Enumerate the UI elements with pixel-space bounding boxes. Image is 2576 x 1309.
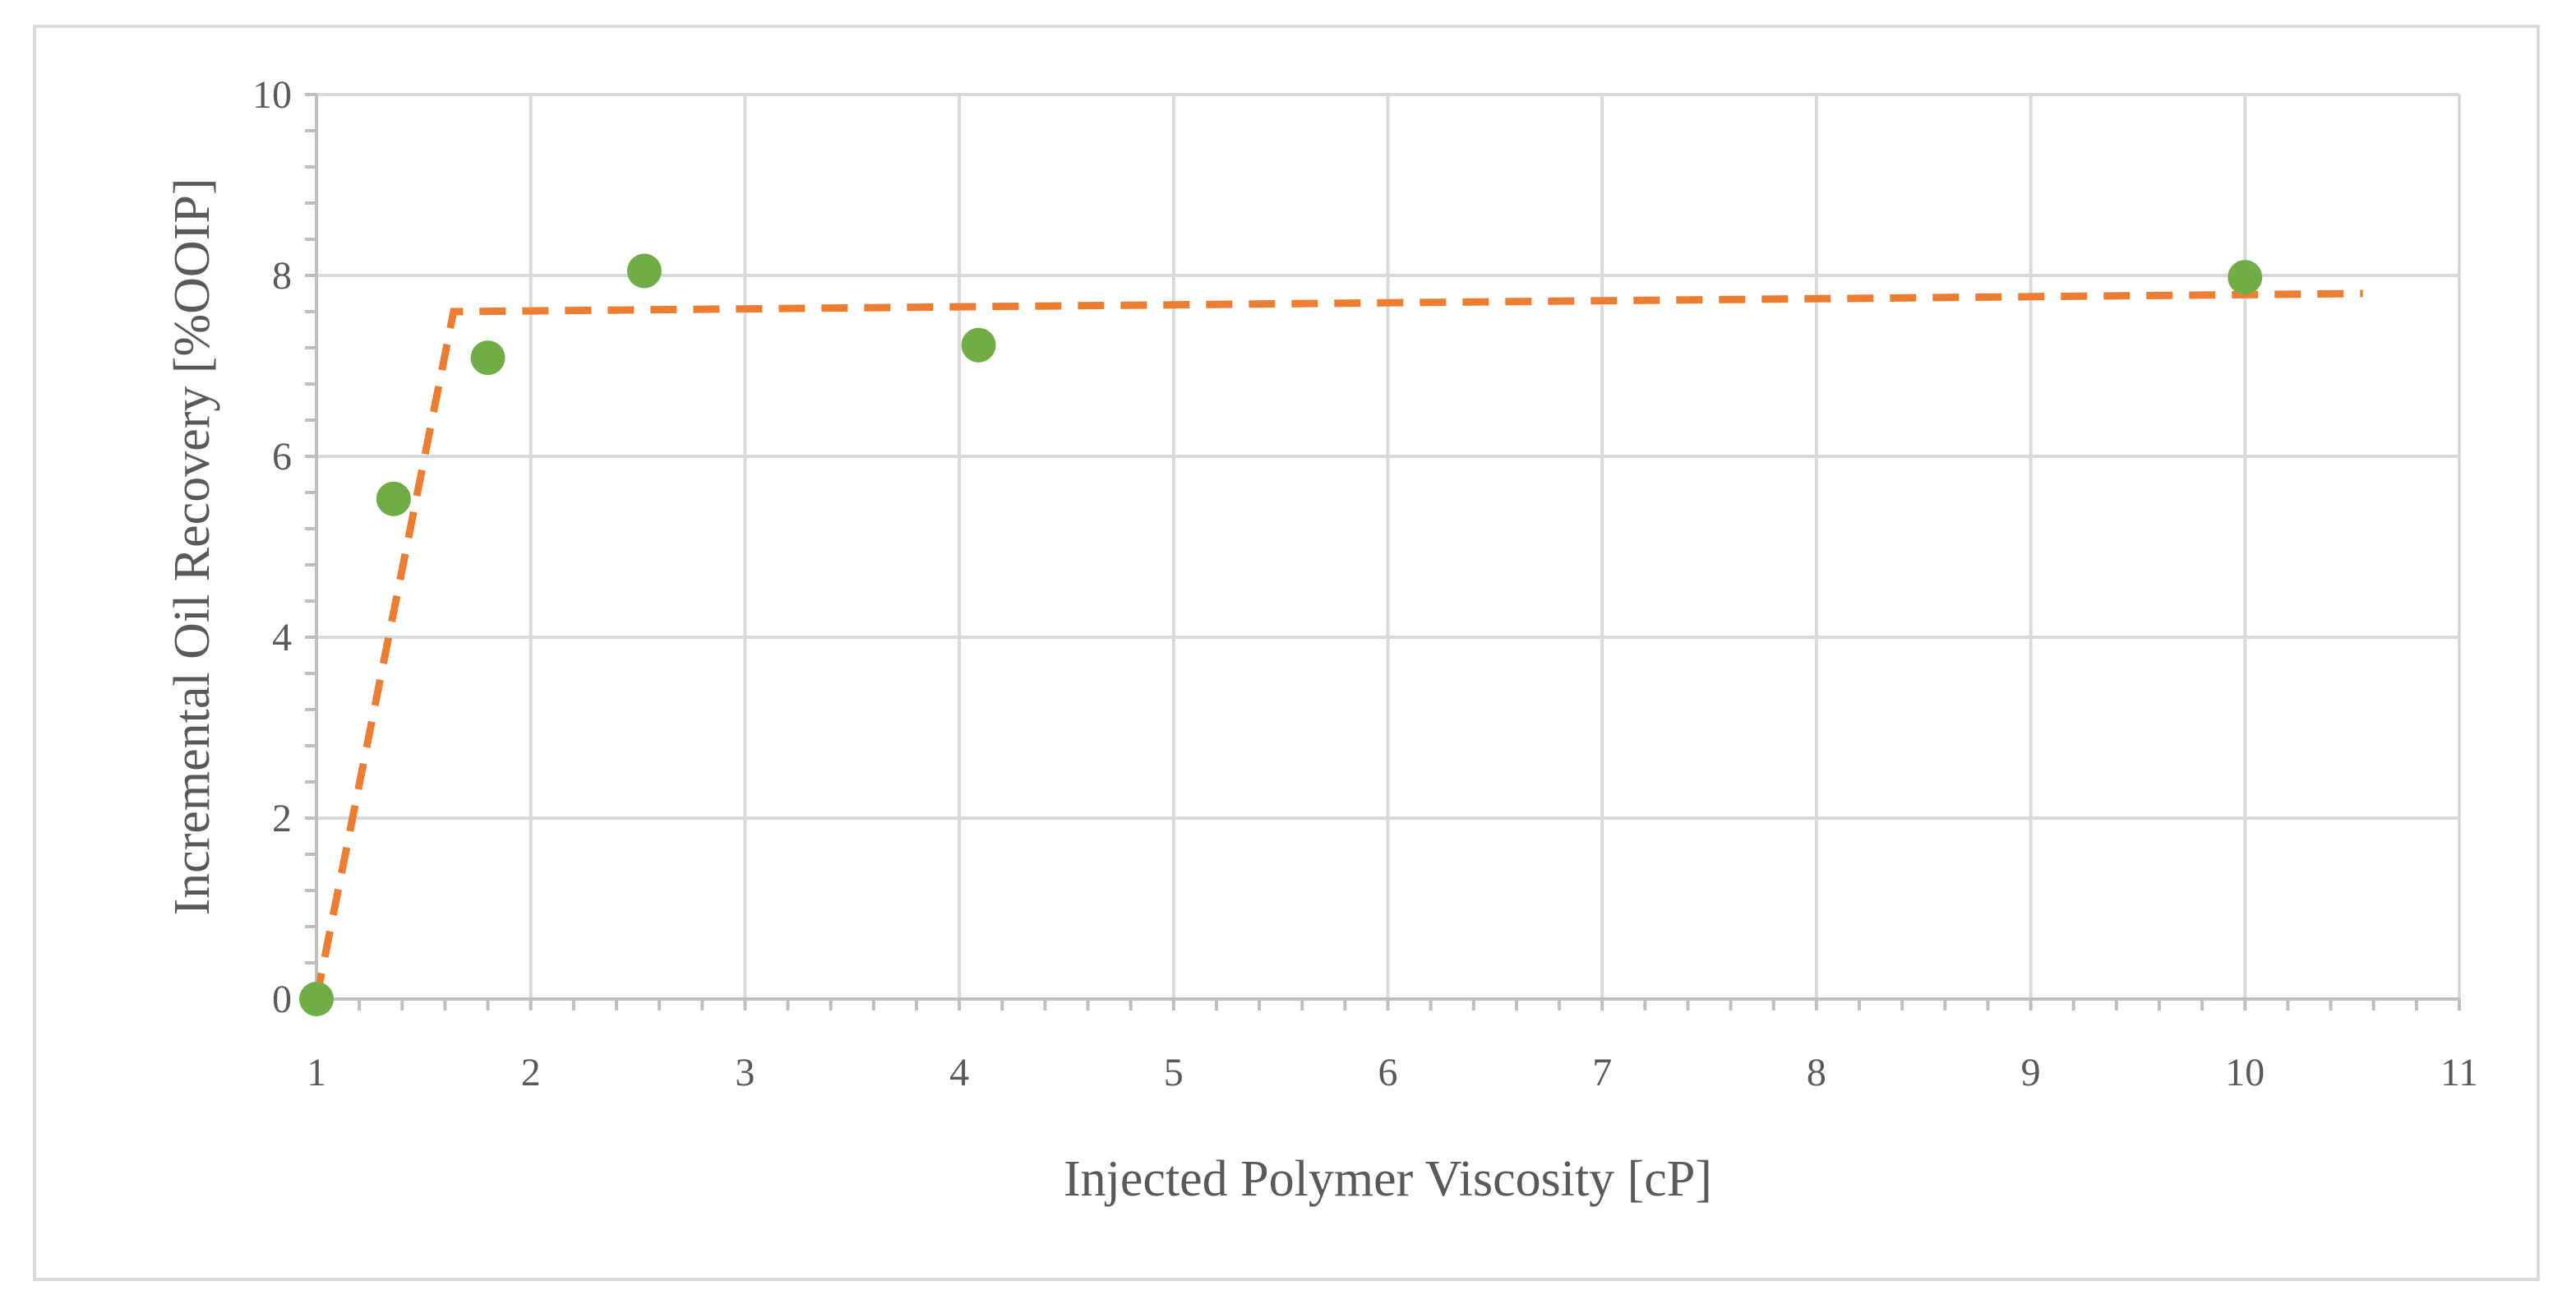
y-tick-label: 2 xyxy=(272,797,292,840)
x-axis-title: Injected Polymer Viscosity [cP] xyxy=(1064,1151,1712,1207)
x-tick-label: 10 xyxy=(2225,1051,2264,1094)
y-tick-label: 8 xyxy=(272,254,292,298)
x-tick-label: 4 xyxy=(949,1051,969,1094)
x-tick-label: 8 xyxy=(1807,1051,1826,1094)
x-tick-labels: 1 2 3 4 5 6 7 8 9 10 11 xyxy=(307,1051,2478,1094)
data-point xyxy=(2227,260,2263,295)
y-tick-label: 10 xyxy=(252,73,292,117)
y-tick-labels: 0 2 4 6 8 10 xyxy=(252,73,292,1021)
series-layer xyxy=(299,253,2363,1016)
data-point xyxy=(299,982,334,1016)
x-tick-label: 9 xyxy=(2021,1051,2041,1094)
data-point xyxy=(626,253,662,289)
x-tick-label: 7 xyxy=(1592,1051,1612,1094)
y-tick-label: 6 xyxy=(272,435,292,479)
data-point xyxy=(961,327,996,363)
x-tick-label: 1 xyxy=(307,1051,326,1094)
grid-layer xyxy=(316,93,2461,999)
x-tick-label: 11 xyxy=(2440,1051,2478,1094)
data-point xyxy=(376,481,411,516)
x-tick-label: 6 xyxy=(1378,1051,1398,1094)
chart-frame: 1 2 3 4 5 6 7 8 9 10 11 0 2 4 6 8 10 Injected Polymer V… xyxy=(33,25,2540,1281)
x-tick-label: 5 xyxy=(1164,1051,1184,1094)
trend-line xyxy=(312,289,2363,1000)
x-tick-label: 3 xyxy=(735,1051,755,1094)
y-tick-label: 0 xyxy=(272,978,292,1021)
y-axis-title: Incremental Oil Recovery [%OOIP] xyxy=(164,178,220,916)
data-point xyxy=(470,340,506,376)
chart-plot: 1 2 3 4 5 6 7 8 9 10 11 0 2 4 6 8 10 Injected Polymer V… xyxy=(164,73,2478,1207)
axis-layer xyxy=(305,93,2461,1011)
x-tick-label: 2 xyxy=(521,1051,541,1094)
y-tick-label: 4 xyxy=(272,616,292,659)
